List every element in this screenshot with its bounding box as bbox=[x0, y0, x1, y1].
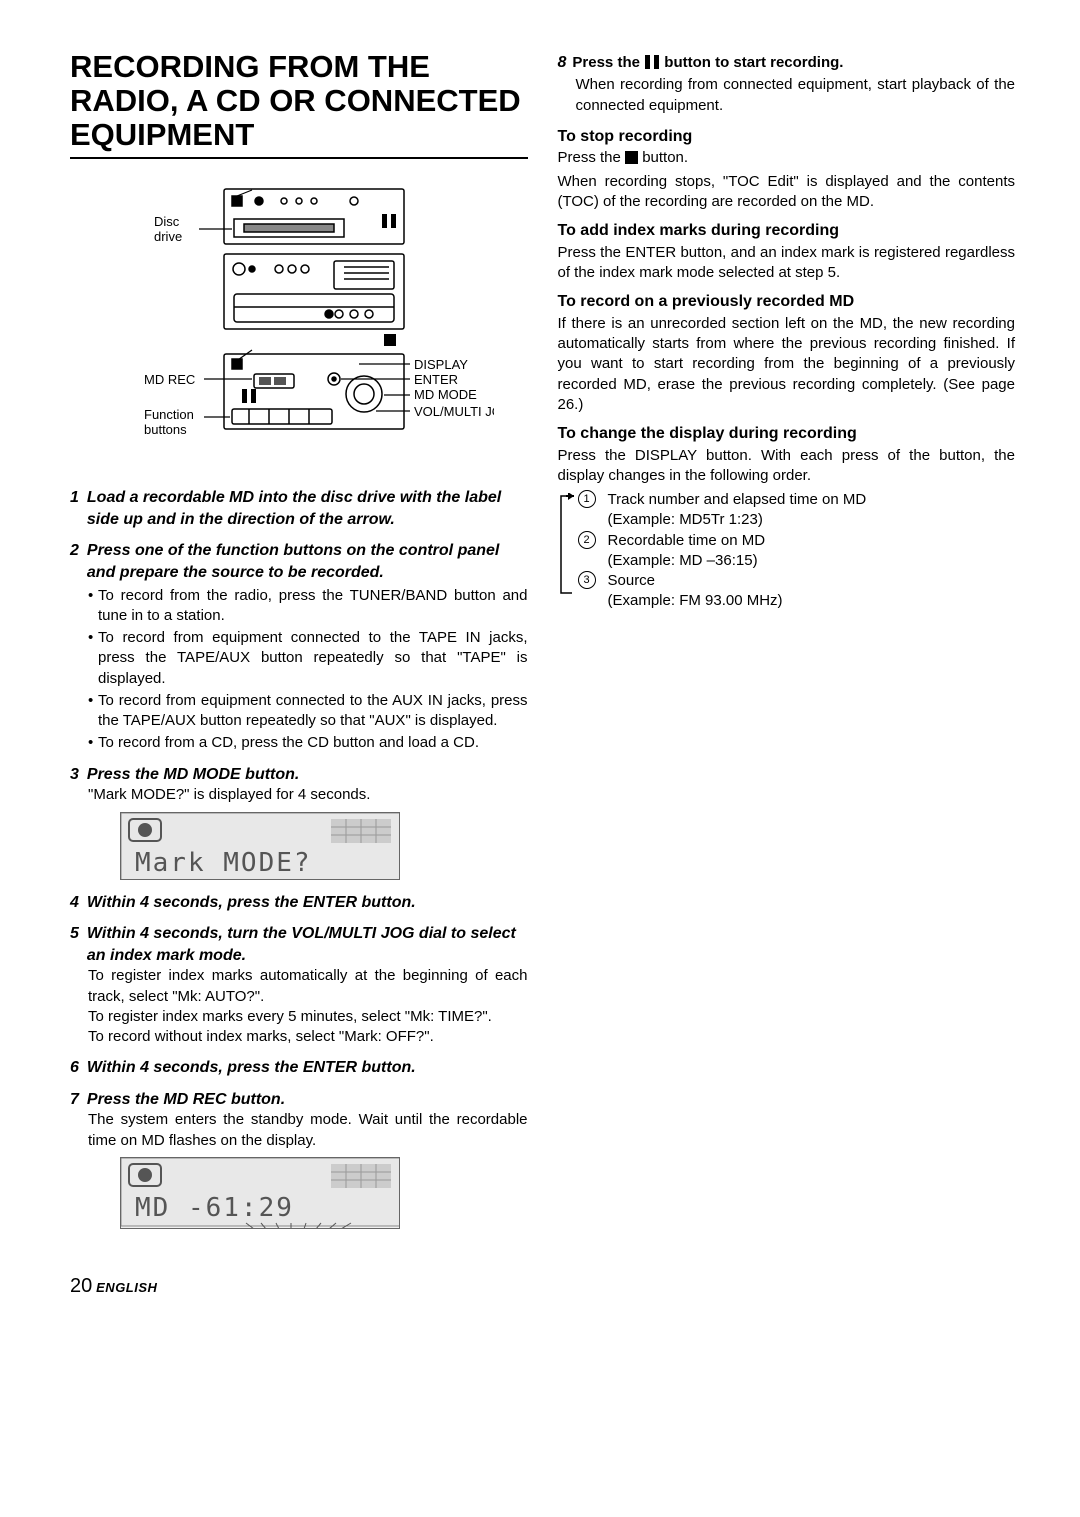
lcd-md-time: MD -61:29 bbox=[120, 1157, 400, 1229]
equipment-diagram: Disc drive MD REC Function buttons DISPL… bbox=[104, 179, 494, 469]
svg-text:Mark MODE?: Mark MODE? bbox=[135, 848, 312, 878]
lcd-mark-mode: Mark MODE? bbox=[120, 812, 400, 880]
head-prev: To record on a previously recorded MD bbox=[558, 291, 1016, 313]
head-display: To change the display during recording bbox=[558, 423, 1016, 445]
label-enter: ENTER bbox=[414, 372, 458, 387]
svg-text:buttons: buttons bbox=[144, 422, 187, 437]
label-vol-jog: VOL/MULTI JOG bbox=[414, 404, 494, 419]
step2-b3: To record from equipment connected to th… bbox=[88, 691, 528, 732]
step2-b1: To record from the radio, press the TUNE… bbox=[88, 586, 528, 627]
label-function: Function bbox=[144, 407, 194, 422]
svg-text:drive: drive bbox=[154, 229, 182, 244]
step-2: 2Press one of the function buttons on th… bbox=[70, 540, 528, 753]
label-md-mode: MD MODE bbox=[414, 387, 477, 402]
step2-b2: To record from equipment connected to th… bbox=[88, 628, 528, 689]
step-7: 7Press the MD REC button. The system ent… bbox=[70, 1089, 528, 1229]
stop-icon bbox=[625, 150, 638, 170]
step-5: 5Within 4 seconds, turn the VOL/MULTI JO… bbox=[70, 923, 528, 1047]
step-3: 3Press the MD MODE button. "Mark MODE?" … bbox=[70, 764, 528, 880]
display-cycle-list: 1 Track number and elapsed time on MD (E… bbox=[558, 490, 1016, 612]
step-1: 1Load a recordable MD into the disc driv… bbox=[70, 487, 528, 530]
cycle-arrow-icon bbox=[558, 493, 576, 603]
label-display: DISPLAY bbox=[414, 357, 468, 372]
page-title: RECORDING FROM THE RADIO, A CD OR CONNEC… bbox=[70, 50, 528, 159]
step-6: 6Within 4 seconds, press the ENTER butto… bbox=[70, 1057, 528, 1079]
step-4: 4Within 4 seconds, press the ENTER butto… bbox=[70, 892, 528, 914]
svg-text:MD -61:29: MD -61:29 bbox=[135, 1193, 294, 1223]
step-8: 8 Press the button to start recording. W… bbox=[558, 52, 1016, 116]
label-disc-drive: Disc bbox=[154, 214, 180, 229]
head-stop: To stop recording bbox=[558, 126, 1016, 148]
step2-b4: To record from a CD, press the CD button… bbox=[88, 733, 528, 753]
pause-icon bbox=[644, 55, 660, 75]
head-index: To add index marks during recording bbox=[558, 220, 1016, 242]
label-md-rec: MD REC bbox=[144, 372, 195, 387]
page-footer: 20 ENGLISH bbox=[70, 1273, 1015, 1300]
